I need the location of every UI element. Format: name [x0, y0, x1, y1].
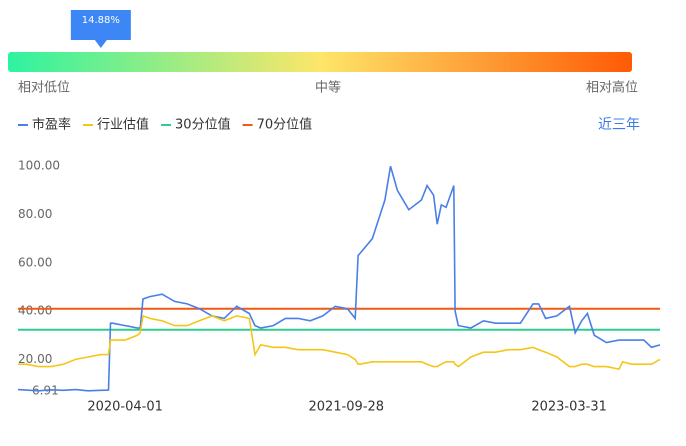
x-tick-label: 2020-04-01 [87, 400, 163, 415]
y-tick-label: 40.00 [18, 304, 52, 318]
x-tick-label: 2023-03-31 [531, 400, 607, 415]
legend-label: 30分位值 [175, 117, 231, 133]
gauge-low: 相对低位 [18, 81, 70, 96]
legend-label: 市盈率 [32, 117, 71, 133]
gauge-pointer [70, 10, 131, 48]
gauge-high: 相对高位 [586, 80, 638, 96]
y-tick-label: 20.00 [18, 352, 52, 366]
y-tick-label: 80.00 [18, 207, 52, 221]
y-tick-label: 60.00 [18, 255, 52, 269]
legend-label: 行业估值 [97, 117, 149, 133]
gauge-label: 14.88% [82, 15, 120, 26]
y-tick-label: 100.00 [18, 159, 60, 173]
legend-label: 70分位值 [257, 117, 313, 133]
series-line [17, 165, 661, 392]
legend: 市盈率 行业估值 30分位值 70分位值 [18, 117, 312, 133]
x-tick-label: 2021-09-28 [309, 400, 385, 415]
gauge-bar [8, 52, 632, 72]
gauge-mid: 中等 [315, 80, 341, 96]
series-line [18, 314, 661, 371]
range-link[interactable]: 近三年 [598, 117, 640, 133]
